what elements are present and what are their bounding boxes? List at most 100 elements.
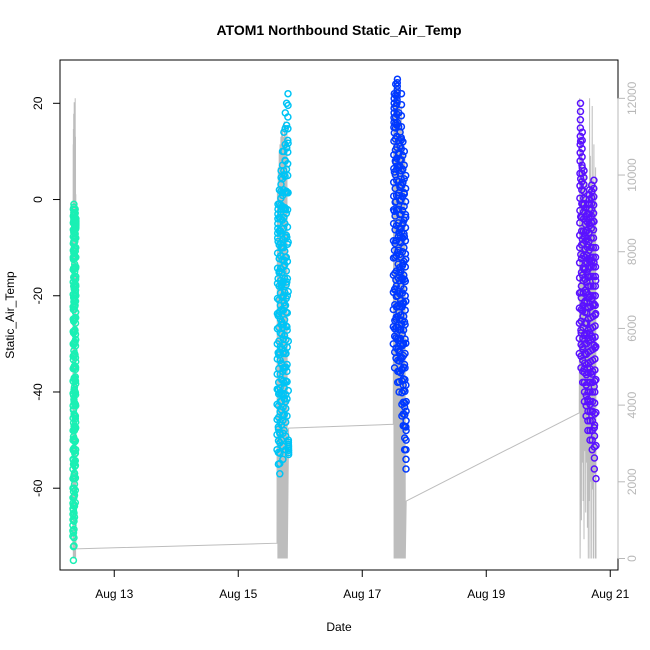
data-point	[591, 388, 599, 396]
data-point	[393, 89, 401, 97]
x-axis-label: Date	[326, 620, 352, 634]
data-point	[578, 144, 586, 153]
data-point	[576, 149, 584, 157]
data-points-layer	[69, 75, 600, 565]
data-point	[393, 96, 401, 104]
data-point	[590, 432, 599, 440]
data-point	[71, 373, 80, 381]
data-point	[590, 184, 598, 193]
data-point	[284, 139, 292, 147]
data-point	[591, 333, 599, 341]
data-point	[578, 128, 587, 136]
data-point	[391, 184, 399, 193]
data-point	[401, 335, 409, 343]
y-axis-label: Static_Air_Temp	[3, 271, 17, 359]
data-point	[400, 285, 408, 293]
data-point	[589, 226, 598, 234]
data-point	[273, 234, 282, 242]
data-point	[589, 234, 598, 242]
data-point	[582, 319, 591, 327]
data-point	[71, 301, 79, 310]
data-point	[276, 470, 284, 478]
data-point	[71, 437, 80, 445]
data-point	[576, 140, 584, 149]
data-point	[576, 124, 585, 132]
data-point	[283, 360, 291, 369]
data-point	[393, 118, 402, 127]
data-point	[282, 209, 291, 218]
data-point	[283, 292, 292, 300]
data-point	[590, 423, 599, 432]
data-point	[71, 498, 80, 507]
data-point	[283, 274, 292, 283]
data-point	[576, 182, 584, 190]
data-point	[284, 136, 292, 145]
data-point	[71, 313, 80, 322]
data-point	[591, 309, 600, 318]
data-point	[393, 99, 401, 108]
data-point	[586, 417, 594, 425]
data-point	[591, 377, 599, 385]
data-point	[402, 465, 410, 473]
data-point	[591, 322, 599, 330]
data-point	[284, 386, 293, 395]
data-point	[70, 513, 79, 521]
data-point	[283, 257, 292, 266]
data-point	[591, 366, 599, 374]
data-point	[399, 138, 407, 146]
x-tick-label: Aug 15	[219, 587, 257, 601]
data-point	[401, 364, 409, 372]
data-point	[284, 89, 292, 98]
y2-tick-label: 0	[625, 555, 639, 562]
data-point	[71, 449, 80, 457]
data-point	[284, 287, 292, 296]
data-point	[69, 529, 78, 537]
data-point	[590, 410, 599, 418]
x-tick-label: Aug 19	[467, 587, 505, 601]
data-point	[590, 465, 599, 473]
data-point	[401, 255, 410, 264]
data-point	[576, 157, 584, 165]
data-point	[402, 381, 410, 389]
y2-tick-label: 6000	[625, 315, 639, 342]
data-point	[71, 456, 80, 465]
data-point	[590, 399, 599, 407]
data-point	[71, 335, 80, 344]
x-axis: Aug 13 Aug 15 Aug 17 Aug 19 Aug 21	[95, 569, 630, 601]
x-tick-label: Aug 17	[343, 587, 381, 601]
data-point	[580, 166, 588, 175]
data-point	[393, 78, 402, 87]
data-point	[590, 217, 598, 226]
data-point	[72, 234, 80, 242]
data-point	[401, 210, 410, 219]
data-point	[276, 449, 284, 457]
y2-tick-label: 10000	[625, 158, 639, 192]
data-point	[400, 202, 408, 211]
data-point	[71, 415, 80, 423]
data-point	[284, 148, 292, 156]
data-point	[71, 379, 80, 388]
data-point	[587, 234, 595, 242]
data-point	[72, 253, 80, 262]
data-point	[71, 326, 79, 334]
data-point	[590, 443, 599, 451]
data-point	[399, 178, 407, 187]
data-point	[401, 277, 410, 286]
data-point	[71, 486, 80, 495]
data-point	[401, 213, 410, 222]
data-point	[282, 253, 291, 262]
data-point	[70, 517, 78, 525]
data-point	[592, 474, 600, 483]
data-point	[283, 412, 291, 420]
data-point	[401, 223, 410, 232]
data-point	[70, 200, 78, 209]
y2-tick-label: 4000	[625, 391, 639, 418]
data-point	[282, 267, 291, 275]
data-point	[400, 147, 409, 156]
series-1	[69, 200, 80, 565]
data-point	[592, 342, 600, 351]
data-point	[578, 153, 586, 161]
data-point	[283, 309, 292, 317]
